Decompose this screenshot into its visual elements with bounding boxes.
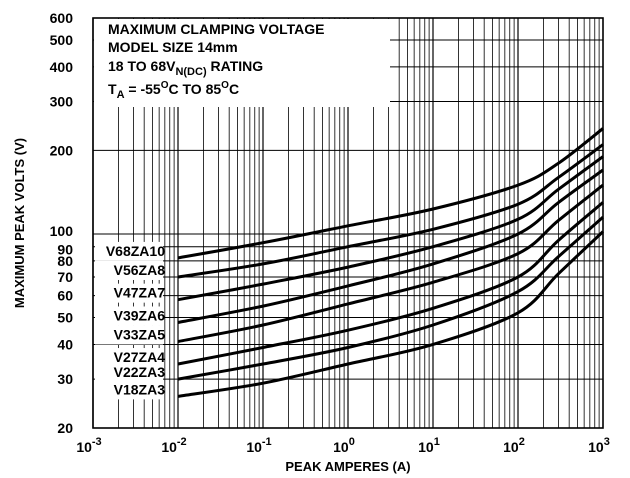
series-label: V47ZA7 bbox=[114, 285, 166, 301]
y-tick-label: 400 bbox=[50, 59, 74, 75]
series-labels: V68ZA10 V56ZA8 V47ZA7 V39ZA6 V33ZA5 V27ZA4V22… bbox=[95, 241, 166, 400]
x-axis-title: PEAK AMPERES (A) bbox=[285, 459, 410, 474]
x-tick-labels: 10-3 10-2 10-1 100 101 102 103 bbox=[76, 436, 610, 455]
series-label-background bbox=[95, 241, 163, 261]
x-tick-base: 10 bbox=[161, 439, 177, 455]
series-label-background bbox=[95, 283, 163, 303]
series-line-v27za4 bbox=[177, 201, 604, 366]
x-tick-exponent: -1 bbox=[262, 436, 272, 448]
annotation-degree-1: O bbox=[161, 80, 169, 91]
series-label: V27ZA4 bbox=[114, 349, 166, 365]
series-line-v68za10 bbox=[177, 127, 604, 260]
series-label-background bbox=[95, 260, 163, 280]
y-tick-label: 500 bbox=[50, 32, 74, 48]
y-tick-label: 50 bbox=[57, 310, 73, 326]
y-tick-label: 20 bbox=[57, 420, 73, 436]
x-tick-label: 10-1 bbox=[246, 436, 271, 455]
annotation-background bbox=[94, 19, 390, 107]
plot-frame bbox=[92, 17, 604, 429]
y-tick-label: 600 bbox=[50, 10, 74, 26]
y-tick-label: 70 bbox=[57, 269, 73, 285]
x-tick-base: 10 bbox=[588, 439, 604, 455]
series-label-background bbox=[95, 380, 163, 400]
x-tick-label: 102 bbox=[503, 436, 525, 455]
x-tick-label: 10-2 bbox=[161, 436, 186, 455]
x-tick-base: 10 bbox=[246, 439, 262, 455]
series-line-v22za3 bbox=[177, 215, 604, 381]
y-tick-label: 100 bbox=[50, 223, 74, 239]
x-tick-label: 101 bbox=[418, 436, 440, 455]
x-tick-exponent: 3 bbox=[604, 436, 610, 448]
series-line-v39za6 bbox=[177, 168, 604, 324]
y-axis-title: MAXIMUM PEAK VOLTS (V) bbox=[12, 138, 27, 308]
series-label: V39ZA6 bbox=[114, 307, 166, 323]
annotation-line-4: TA = -55OC TO 85OC bbox=[108, 80, 239, 101]
annotation-degree-2: O bbox=[221, 80, 229, 91]
y-tick-label: 90 bbox=[57, 242, 73, 258]
annotation-rating-suffix: RATING bbox=[207, 58, 264, 74]
series-label: V33ZA5 bbox=[114, 326, 166, 342]
series-label: V18ZA3 bbox=[114, 381, 166, 397]
series-label-background bbox=[95, 325, 163, 345]
x-tick-label: 10-3 bbox=[76, 436, 101, 455]
x-tick-base: 10 bbox=[76, 439, 92, 455]
series-label: V68ZA10 bbox=[106, 243, 165, 259]
x-tick-exponent: 2 bbox=[519, 436, 525, 448]
series-line-v33za5 bbox=[177, 183, 604, 343]
annotation-box: MAXIMUM CLAMPING VOLTAGE MODEL SIZE 14mm… bbox=[94, 19, 390, 107]
annotation-temp-subscript: A bbox=[117, 89, 125, 101]
series-label-background bbox=[95, 363, 163, 383]
series-lines bbox=[177, 127, 605, 398]
annotation-rating-subscript: N(DC) bbox=[175, 66, 206, 78]
annotation-temp-symbol: T bbox=[108, 81, 117, 97]
annotation-rating-prefix: 18 TO 68V bbox=[108, 58, 176, 74]
x-tick-base: 10 bbox=[333, 439, 349, 455]
y-tick-label: 40 bbox=[57, 336, 73, 352]
y-tick-label: 80 bbox=[57, 253, 73, 269]
x-tick-exponent: -2 bbox=[177, 436, 187, 448]
y-tick-label: 30 bbox=[57, 371, 73, 387]
series-line-v18za3 bbox=[177, 230, 605, 398]
series-line-v47za7 bbox=[177, 155, 604, 302]
y-tick-label: 200 bbox=[50, 142, 74, 158]
annotation-temp-high: C TO 85 bbox=[169, 81, 222, 97]
x-tick-label: 100 bbox=[333, 436, 355, 455]
y-tick-label: 60 bbox=[57, 288, 73, 304]
annotation-line-3: 18 TO 68VN(DC) RATING bbox=[108, 58, 263, 78]
series-label-background bbox=[95, 306, 163, 326]
x-tick-exponent: 0 bbox=[349, 436, 355, 448]
y-tick-label: 300 bbox=[50, 94, 74, 110]
x-tick-exponent: -3 bbox=[92, 436, 102, 448]
annotation-temp-unit: C bbox=[229, 81, 239, 97]
series-label: V22ZA3 bbox=[114, 364, 166, 380]
annotation-line-1: MAXIMUM CLAMPING VOLTAGE bbox=[108, 21, 324, 37]
x-tick-base: 10 bbox=[418, 439, 434, 455]
annotation-line-2: MODEL SIZE 14mm bbox=[108, 39, 238, 55]
annotation-temp-low: = -55 bbox=[125, 81, 161, 97]
x-tick-base: 10 bbox=[503, 439, 519, 455]
series-label: V56ZA8 bbox=[114, 262, 166, 278]
series-label-background bbox=[95, 348, 163, 368]
x-tick-exponent: 1 bbox=[434, 436, 440, 448]
series-line-v56za8 bbox=[177, 143, 604, 279]
x-tick-label: 103 bbox=[588, 436, 610, 455]
